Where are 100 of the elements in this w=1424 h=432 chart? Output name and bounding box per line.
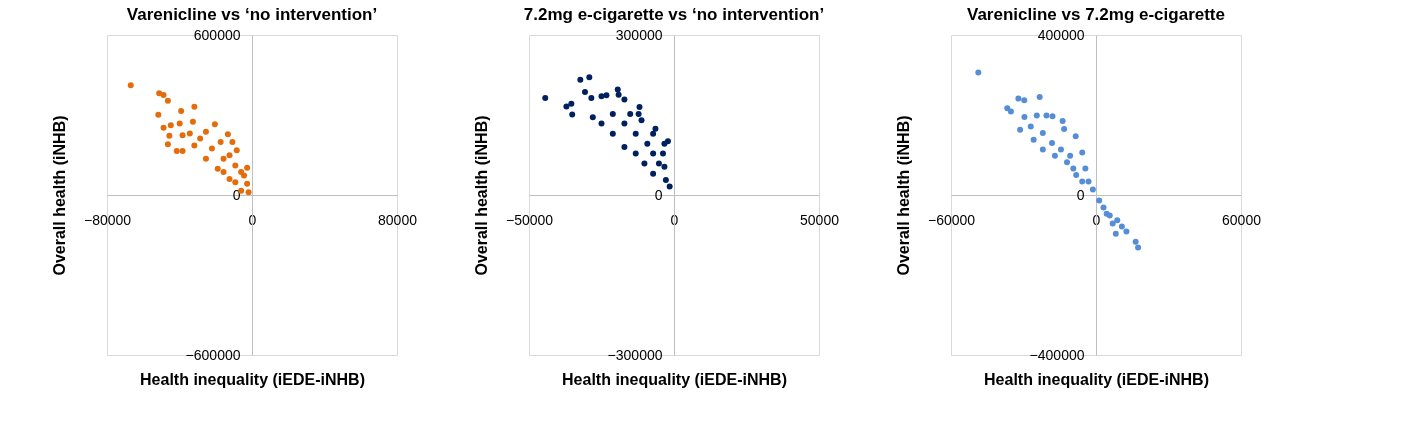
x-tick-label: 50000 bbox=[800, 211, 840, 228]
point bbox=[244, 180, 251, 187]
point bbox=[577, 76, 584, 83]
point bbox=[589, 114, 596, 121]
point bbox=[214, 165, 221, 172]
point bbox=[635, 110, 642, 117]
point bbox=[179, 132, 186, 139]
point bbox=[229, 138, 236, 145]
point bbox=[1089, 186, 1096, 193]
point bbox=[226, 152, 233, 159]
point bbox=[621, 96, 628, 103]
point bbox=[661, 140, 668, 147]
y-tick-label: 300000 bbox=[615, 26, 663, 43]
point bbox=[659, 150, 666, 157]
point bbox=[568, 100, 575, 107]
point bbox=[1059, 118, 1066, 124]
point bbox=[627, 110, 634, 117]
y-axis-title: Overall health (iNHB) bbox=[50, 115, 68, 276]
point bbox=[581, 89, 588, 96]
point bbox=[1049, 113, 1056, 120]
y-tick-label: 600000 bbox=[193, 26, 241, 43]
point bbox=[220, 155, 227, 162]
point bbox=[241, 172, 248, 179]
point bbox=[224, 131, 231, 138]
point bbox=[1033, 112, 1040, 119]
point bbox=[1118, 223, 1125, 230]
point bbox=[1100, 204, 1107, 211]
point bbox=[1082, 165, 1089, 172]
point bbox=[1085, 178, 1092, 185]
x-axis-title: Health inequality (iEDE-iNHB) bbox=[984, 370, 1209, 388]
point bbox=[244, 164, 251, 171]
point bbox=[1072, 133, 1079, 140]
point bbox=[233, 147, 240, 154]
point bbox=[638, 117, 645, 124]
y-axis-title: Overall health (iNHB) bbox=[472, 115, 490, 276]
x-tick-label: −60000 bbox=[927, 211, 976, 228]
point bbox=[655, 160, 662, 167]
point bbox=[173, 148, 180, 154]
point bbox=[155, 111, 162, 118]
point bbox=[641, 160, 648, 167]
point bbox=[586, 74, 593, 81]
point bbox=[614, 86, 621, 93]
point bbox=[588, 94, 595, 101]
point bbox=[563, 103, 570, 110]
point bbox=[666, 183, 673, 190]
point bbox=[615, 91, 622, 98]
point bbox=[1079, 149, 1086, 156]
point bbox=[598, 120, 605, 127]
point bbox=[609, 130, 616, 137]
point bbox=[160, 124, 167, 131]
point bbox=[603, 92, 610, 99]
point bbox=[191, 103, 198, 110]
chart-title: 7.2mg e-cigarette vs ‘no intervention’ bbox=[523, 5, 825, 24]
point bbox=[176, 120, 183, 127]
chart-title: Varenicline vs ‘no intervention’ bbox=[126, 5, 378, 24]
x-tick-label: 80000 bbox=[378, 211, 418, 228]
point bbox=[189, 118, 196, 125]
point bbox=[160, 92, 167, 98]
point bbox=[211, 121, 218, 128]
point bbox=[652, 125, 659, 132]
point bbox=[208, 145, 215, 152]
point bbox=[186, 130, 193, 137]
point bbox=[178, 108, 185, 114]
point bbox=[1135, 244, 1142, 251]
point bbox=[232, 179, 239, 186]
point bbox=[164, 141, 171, 148]
y-tick-label: −300000 bbox=[607, 346, 663, 363]
point bbox=[650, 150, 657, 157]
point bbox=[1073, 172, 1080, 178]
point bbox=[1049, 140, 1056, 146]
point bbox=[1030, 136, 1037, 143]
point bbox=[166, 132, 173, 139]
point bbox=[1123, 228, 1130, 235]
point bbox=[1079, 178, 1086, 185]
point bbox=[1132, 238, 1139, 245]
point bbox=[238, 169, 245, 176]
point bbox=[232, 162, 239, 169]
point bbox=[1027, 123, 1034, 130]
point bbox=[632, 130, 639, 137]
point bbox=[621, 120, 628, 127]
point bbox=[1021, 114, 1028, 120]
point bbox=[636, 104, 643, 110]
point bbox=[1039, 146, 1046, 153]
point bbox=[202, 128, 209, 135]
x-tick-label: −80000 bbox=[83, 211, 132, 228]
y-tick-label: 400000 bbox=[1037, 26, 1085, 43]
point bbox=[662, 177, 669, 184]
point bbox=[156, 90, 163, 97]
point bbox=[1070, 165, 1077, 172]
point bbox=[226, 176, 233, 182]
point bbox=[569, 111, 576, 118]
point bbox=[1017, 126, 1024, 133]
point bbox=[1112, 230, 1119, 237]
point bbox=[644, 140, 651, 147]
point bbox=[1114, 217, 1121, 224]
y-axis-title: Overall health (iNHB) bbox=[894, 115, 912, 276]
point bbox=[1057, 146, 1064, 153]
point bbox=[245, 189, 252, 196]
point bbox=[975, 69, 982, 76]
point bbox=[632, 150, 639, 157]
